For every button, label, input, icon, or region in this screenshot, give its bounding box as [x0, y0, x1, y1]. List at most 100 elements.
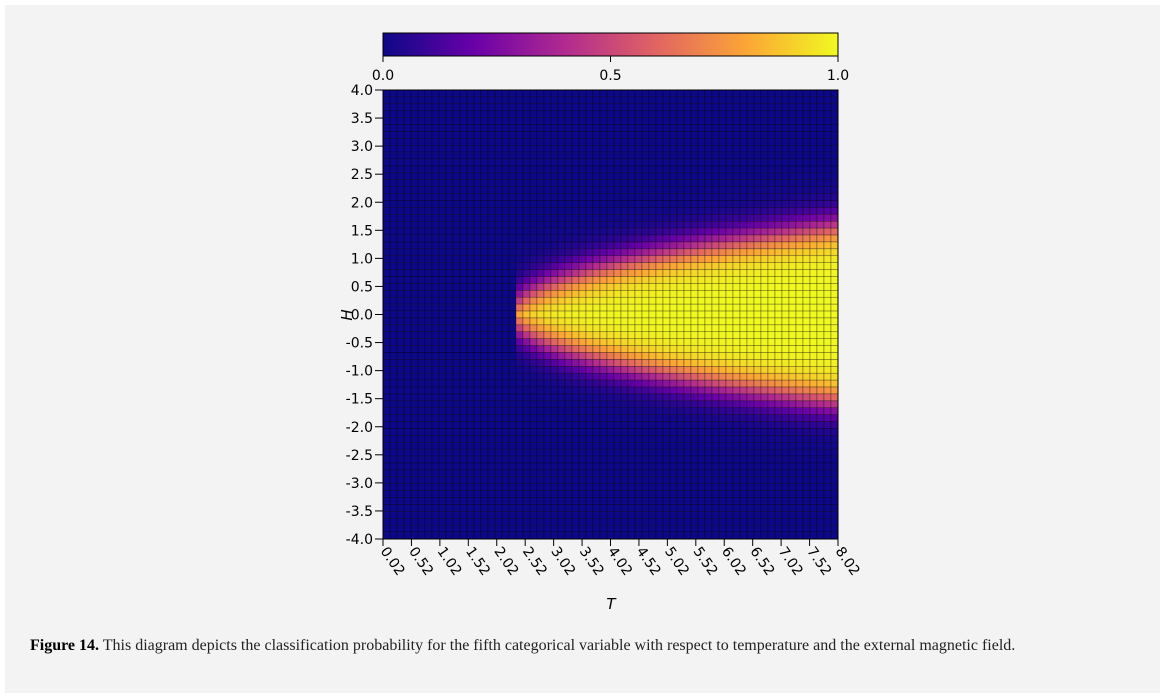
heatmap-cell — [669, 442, 678, 450]
heatmap-cell — [466, 207, 475, 215]
heatmap-cell — [683, 414, 692, 422]
y-tick-label: -2.0 — [346, 420, 373, 436]
heatmap-cell — [718, 476, 727, 484]
heatmap-cell — [466, 269, 475, 277]
heatmap-cell — [613, 476, 622, 484]
heatmap-cell — [809, 379, 818, 388]
heatmap-cell — [494, 290, 503, 298]
heatmap-cell — [809, 497, 818, 505]
heatmap-cell — [669, 421, 678, 429]
heatmap-cell — [431, 379, 440, 388]
heatmap-cell — [508, 407, 517, 415]
heatmap-cell — [480, 151, 489, 160]
heatmap-cell — [690, 511, 699, 519]
heatmap-cell — [669, 407, 678, 415]
heatmap-cell — [473, 317, 482, 326]
heatmap-cell — [676, 483, 685, 491]
heatmap-cell — [690, 158, 699, 167]
heatmap-cell — [501, 386, 510, 395]
heatmap-cell — [788, 345, 797, 353]
heatmap-cell — [452, 145, 461, 153]
heatmap-cell — [592, 518, 601, 526]
heatmap-cell — [683, 131, 692, 139]
heatmap-cell — [438, 165, 447, 174]
heatmap-cell — [767, 248, 776, 257]
heatmap-cell — [816, 435, 825, 443]
heatmap-cell — [564, 531, 573, 540]
heatmap-cell — [802, 352, 811, 360]
heatmap-cell — [774, 497, 783, 505]
heatmap-cell — [578, 172, 587, 181]
heatmap-cell — [410, 234, 419, 243]
heatmap-cell — [585, 214, 594, 222]
heatmap-cell — [410, 518, 419, 526]
heatmap-cell — [592, 310, 601, 319]
heatmap-cell — [746, 379, 755, 388]
heatmap-cell — [732, 414, 741, 422]
heatmap-cell — [746, 352, 755, 360]
heatmap-cell — [571, 414, 580, 422]
heatmap-cell — [592, 366, 601, 374]
heatmap-cell — [620, 255, 629, 263]
heatmap-cell — [417, 504, 426, 512]
heatmap-cell — [823, 462, 832, 471]
heatmap-cell — [781, 421, 790, 429]
heatmap-cell — [466, 186, 475, 194]
heatmap-cell — [382, 393, 391, 402]
heatmap-cell — [501, 442, 510, 450]
heatmap-cell — [557, 400, 566, 409]
heatmap-cell — [676, 490, 685, 498]
heatmap-cell — [634, 393, 643, 402]
heatmap-cell — [473, 241, 482, 250]
heatmap-cell — [536, 241, 545, 250]
heatmap-cell — [613, 248, 622, 257]
heatmap-cell — [711, 317, 720, 326]
heatmap-cell — [767, 227, 776, 236]
heatmap-cell — [781, 255, 790, 263]
heatmap-cell — [403, 151, 412, 160]
heatmap-cell — [760, 110, 769, 118]
heatmap-cell — [774, 193, 783, 201]
heatmap-cell — [396, 435, 405, 443]
heatmap-cell — [536, 131, 545, 139]
heatmap-cell — [550, 283, 559, 291]
heatmap-cell — [592, 138, 601, 146]
heatmap-cell — [662, 117, 671, 125]
heatmap-cell — [795, 145, 804, 153]
heatmap-cell — [830, 248, 839, 257]
heatmap-cell — [424, 179, 433, 187]
heatmap-cell — [627, 531, 636, 540]
heatmap-cell — [704, 186, 713, 194]
heatmap-cell — [564, 221, 573, 229]
heatmap-cell — [690, 338, 699, 346]
heatmap-cell — [403, 317, 412, 326]
heatmap-cell — [788, 469, 797, 478]
heatmap-cell — [410, 158, 419, 167]
heatmap-cell — [690, 497, 699, 505]
heatmap-cell — [438, 524, 447, 533]
heatmap-cell — [683, 193, 692, 201]
heatmap-cell — [599, 276, 608, 284]
heatmap-cell — [550, 158, 559, 167]
heatmap-cell — [564, 393, 573, 402]
heatmap-cell — [802, 158, 811, 167]
heatmap-cell — [515, 524, 524, 533]
heatmap-cell — [487, 269, 496, 277]
heatmap-cell — [739, 255, 748, 263]
heatmap-cell — [473, 214, 482, 222]
heatmap-cell — [634, 324, 643, 333]
heatmap-cell — [417, 207, 426, 215]
heatmap-cell — [774, 359, 783, 367]
heatmap-cell — [438, 179, 447, 187]
heatmap-cell — [648, 303, 657, 312]
heatmap-cell — [641, 428, 650, 436]
heatmap-cell — [606, 476, 615, 484]
heatmap-cell — [655, 407, 664, 415]
heatmap-cell — [487, 352, 496, 360]
heatmap-cell — [767, 497, 776, 505]
heatmap-cell — [830, 421, 839, 429]
heatmap-cell — [802, 103, 811, 111]
heatmap-cell — [438, 186, 447, 194]
heatmap-cell — [662, 448, 671, 457]
heatmap-cell — [683, 497, 692, 505]
